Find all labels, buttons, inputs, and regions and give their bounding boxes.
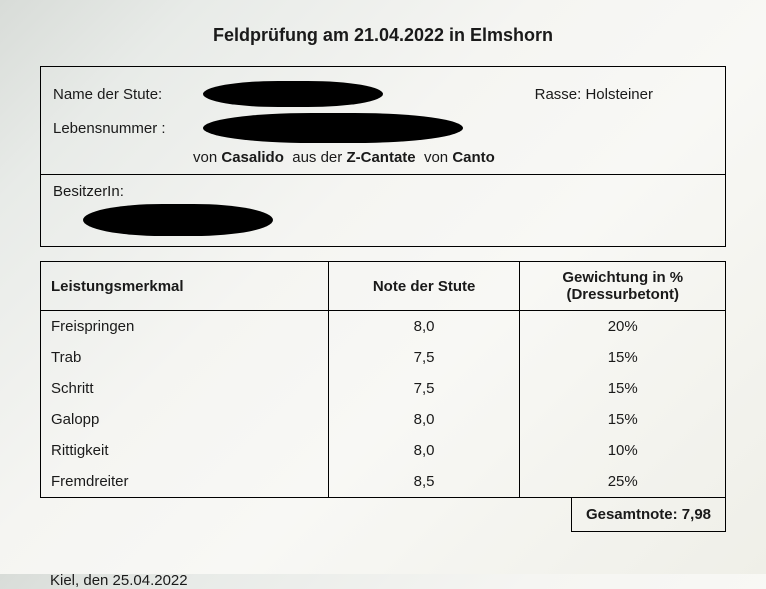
redacted-lebensnummer (203, 113, 463, 143)
name-label: Name der Stute: (53, 86, 193, 103)
cell-merkmal: Fremdreiter (41, 466, 329, 498)
footer-text: Kiel, den 25.04.2022 (50, 532, 726, 589)
cell-merkmal: Freispringen (41, 311, 329, 343)
lebensnummer-label: Lebensnummer : (53, 120, 193, 137)
von2: von (424, 149, 448, 166)
table-row: Schritt 7,5 15% (41, 373, 726, 404)
total-box: Gesamtnote: 7,98 (571, 498, 726, 532)
sire: Casalido (221, 149, 284, 166)
cell-note: 8,5 (328, 466, 520, 498)
col-merkmal: Leistungsmerkmal (41, 262, 329, 311)
owner-label: BesitzerIn: (53, 183, 713, 200)
pedigree-line: von Casalido aus der Z-Cantate von Canto (193, 149, 713, 166)
cell-merkmal: Schritt (41, 373, 329, 404)
cell-note: 7,5 (328, 342, 520, 373)
rasse-label: Rasse: Holsteiner (535, 86, 653, 103)
cell-gew: 10% (520, 435, 726, 466)
cell-gew: 15% (520, 404, 726, 435)
cell-merkmal: Trab (41, 342, 329, 373)
redacted-name (203, 81, 383, 107)
cell-note: 8,0 (328, 404, 520, 435)
redacted-owner (83, 204, 273, 236)
page-title: Feldprüfung am 21.04.2022 in Elmshorn (40, 25, 726, 46)
cell-gew: 15% (520, 373, 726, 404)
dam: Z-Cantate (346, 149, 415, 166)
cell-gew: 15% (520, 342, 726, 373)
table-row: Galopp 8,0 15% (41, 404, 726, 435)
owner-box: BesitzerIn: (40, 175, 726, 247)
score-table: Leistungsmerkmal Note der Stute Gewichtu… (40, 261, 726, 498)
table-row: Trab 7,5 15% (41, 342, 726, 373)
gew-line2: (Dressurbetont) (566, 286, 679, 303)
damsire: Canto (452, 149, 495, 166)
cell-gew: 20% (520, 311, 726, 343)
table-row: Fremdreiter 8,5 25% (41, 466, 726, 498)
cell-merkmal: Galopp (41, 404, 329, 435)
table-row: Rittigkeit 8,0 10% (41, 435, 726, 466)
cell-note: 7,5 (328, 373, 520, 404)
col-gewichtung: Gewichtung in % (Dressurbetont) (520, 262, 726, 311)
cell-gew: 25% (520, 466, 726, 498)
gew-line1: Gewichtung in % (562, 269, 683, 286)
cell-merkmal: Rittigkeit (41, 435, 329, 466)
table-row: Freispringen 8,0 20% (41, 311, 726, 343)
info-box: Name der Stute: Rasse: Holsteiner Lebens… (40, 66, 726, 175)
von1: von (193, 149, 217, 166)
cell-note: 8,0 (328, 311, 520, 343)
col-note: Note der Stute (328, 262, 520, 311)
aus-der: aus der (292, 149, 342, 166)
cell-note: 8,0 (328, 435, 520, 466)
